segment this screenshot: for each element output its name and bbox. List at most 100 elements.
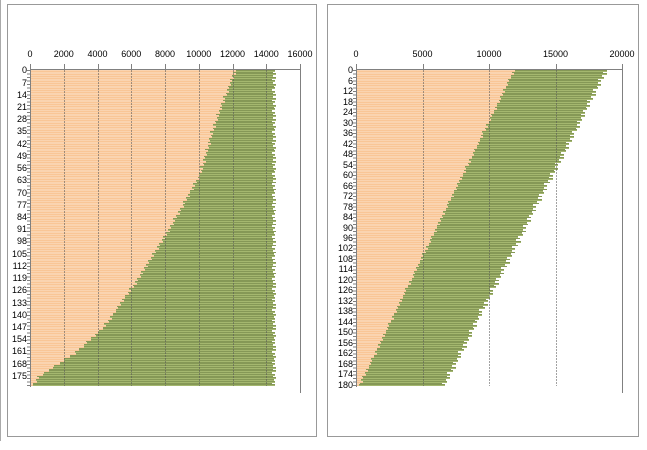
y-tick-label: 42 [342, 138, 353, 149]
bar-segment-orange [357, 228, 435, 231]
bar-segment-orange [357, 92, 503, 95]
bar-segment-green [141, 276, 276, 278]
bar-segment-orange [31, 321, 109, 324]
bar-segment-green [116, 305, 274, 308]
bar-segment-green [130, 289, 275, 292]
bar-segment-orange [357, 379, 362, 381]
bar-segment-green [134, 281, 273, 283]
y-tick-label: 42 [16, 138, 27, 149]
bar-segment-orange [31, 73, 236, 76]
bar-segment-green [502, 94, 597, 97]
y-tick-label: 49 [16, 150, 27, 161]
x-tick-mark [165, 64, 166, 69]
bar-segment-green [172, 221, 274, 224]
bar-segment-orange [357, 192, 455, 194]
bar-segment-green [219, 106, 274, 109]
bar-segment-orange [357, 286, 409, 289]
bar-segment-orange [31, 230, 170, 233]
bar-segment-green [121, 303, 277, 306]
bar-segment-green [158, 248, 275, 250]
bar-segment-green [177, 211, 274, 214]
bar-segment-orange [31, 145, 208, 147]
bar-segment-green [474, 150, 566, 153]
bar-segment-green [438, 221, 527, 224]
bar-segment-green [378, 344, 463, 346]
bar-segment-green [122, 298, 273, 301]
y-tick-label: 120 [337, 274, 353, 285]
bar-segment-orange [31, 155, 205, 158]
bar-segment-orange [31, 379, 37, 381]
bar-segment-green [471, 155, 560, 158]
bar-segment-orange [31, 118, 218, 121]
bar-segment-green [83, 345, 277, 348]
bar-segment-green [408, 286, 497, 289]
y-tick-label: 84 [16, 212, 27, 223]
bar-segment-orange [357, 164, 469, 167]
bar-segment-orange [31, 204, 183, 207]
bar-segment-green [202, 171, 276, 173]
bar-segment-green [377, 349, 464, 352]
bar-segment-green [477, 141, 566, 144]
bar-segment-green [153, 255, 276, 257]
y-tick-label: 140 [11, 309, 27, 320]
bar-segment-orange [31, 241, 164, 243]
bar-segment-orange [357, 179, 460, 182]
bar-segment-orange [31, 178, 200, 180]
bar-segment-green [428, 244, 518, 247]
bar-segment-orange [31, 179, 197, 182]
bar-segment-orange [357, 307, 398, 310]
bar-segment-green [116, 310, 275, 313]
bar-segment-orange [31, 199, 188, 201]
bar-segment-green [497, 104, 591, 107]
bar-segment-green [469, 159, 560, 161]
bar-segment-orange [357, 361, 370, 364]
bar-segment-green [361, 379, 447, 381]
bar-segment-green [507, 82, 599, 84]
bar-segment-orange [357, 150, 475, 153]
bar-segment-orange [31, 152, 206, 154]
x-axis-line [30, 69, 301, 70]
bar-segment-green [105, 324, 277, 327]
bar-segment-orange [357, 335, 386, 338]
bar-segment-green [103, 328, 276, 331]
bar-segment-green [87, 342, 275, 345]
bar-segment-green [210, 131, 273, 133]
chart-panel-left: 0 2000 4000 6000 8000 10000 12000 14000 16000 0 7 1… [7, 4, 317, 437]
bar-segment-orange [31, 256, 152, 259]
y-tick-label: 96 [342, 232, 353, 243]
bar-segment-orange [31, 316, 110, 318]
bar-segment-green [499, 101, 591, 104]
bar-segment-orange [357, 282, 411, 285]
bar-segment-green [91, 337, 274, 339]
y-tick-label: 147 [11, 322, 27, 332]
bar-segment-orange [31, 251, 157, 254]
gridline [232, 70, 234, 386]
bar-segment-orange [357, 333, 384, 336]
bar-segment-green [208, 141, 272, 144]
bar-segment-orange [357, 363, 372, 366]
bar-segment-green [359, 384, 445, 386]
bar-segment-orange [31, 167, 203, 170]
bar-segment-orange [357, 108, 497, 111]
bar-segment-orange [31, 319, 108, 322]
y-tick-label: 175 [11, 370, 27, 381]
bar-segment-green [456, 188, 548, 191]
y-tick-label: 126 [337, 285, 353, 296]
bar-segment-green [386, 326, 473, 329]
bar-segment-green [419, 265, 507, 268]
bar-segment-orange [31, 340, 87, 343]
bar-segment-green [151, 253, 274, 256]
bar-segment-green [493, 110, 583, 112]
x-tick-mark [131, 64, 133, 69]
bar-segment-green [43, 372, 272, 374]
bar-segment-orange [357, 141, 478, 144]
x-tick-mark [30, 64, 31, 69]
bar-segment-green [196, 179, 274, 182]
bar-segment-orange [357, 153, 475, 156]
bar-segment-orange [31, 255, 154, 257]
bar-segment-green [173, 223, 276, 226]
bar-segment-green [481, 134, 571, 137]
bar-segment-green [496, 108, 588, 111]
bar-segment-green [205, 152, 273, 154]
bar-segment-orange [357, 265, 420, 268]
